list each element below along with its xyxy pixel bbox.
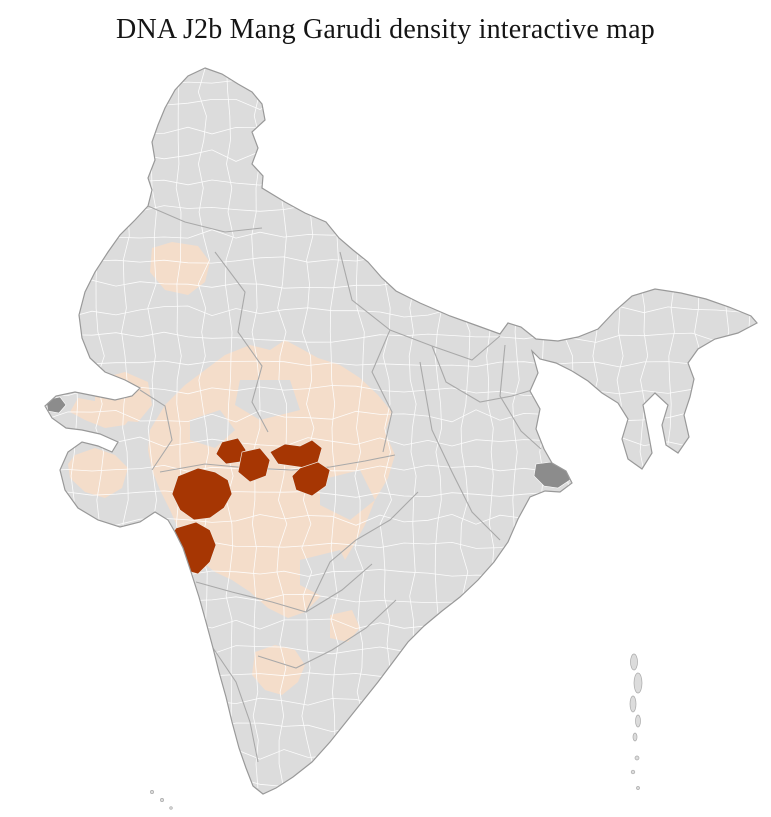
district-border-line — [561, 68, 575, 789]
state-border-line — [257, 599, 397, 669]
district-border-line — [45, 722, 757, 733]
state-border-line — [339, 251, 501, 361]
island[interactable] — [630, 769, 636, 775]
high-density-districts[interactable] — [167, 437, 331, 575]
island[interactable] — [632, 732, 638, 742]
state-border-line — [214, 251, 269, 433]
district-border-line — [692, 68, 704, 789]
district-region[interactable] — [330, 610, 360, 642]
state-border-line — [431, 345, 533, 403]
state-border-line — [371, 329, 393, 453]
district-border-line — [744, 68, 756, 789]
district-border-line — [45, 125, 757, 135]
district-border-line — [590, 68, 598, 789]
page-title: DNA J2b Mang Garudi density interactive … — [116, 14, 655, 45]
state-borders — [139, 205, 542, 763]
district-border-line — [718, 68, 730, 789]
district-region[interactable] — [237, 447, 271, 483]
district-border-line — [45, 697, 757, 707]
district-region[interactable] — [150, 242, 210, 295]
state-border-line — [147, 205, 263, 233]
district-region[interactable] — [320, 470, 375, 520]
island[interactable] — [150, 790, 154, 794]
district-border-line — [45, 203, 757, 213]
state-border-line — [195, 563, 373, 613]
island[interactable] — [633, 672, 643, 694]
state-border-line — [159, 454, 396, 473]
district-border-line — [224, 68, 234, 789]
district-border-line — [537, 68, 547, 789]
district-region[interactable] — [269, 439, 323, 469]
district-border-line — [45, 384, 757, 397]
state-border-line — [139, 389, 173, 471]
district-region[interactable] — [171, 467, 233, 521]
district-region[interactable] — [291, 461, 331, 497]
state-border-line — [419, 361, 501, 541]
india-outline — [44, 67, 758, 795]
state-border-line — [499, 344, 542, 450]
district-border-line — [45, 177, 757, 187]
district-border-line — [45, 774, 757, 787]
island[interactable] — [169, 806, 173, 810]
district-border-line — [45, 749, 757, 760]
district-border-line — [45, 70, 757, 86]
island[interactable] — [634, 755, 640, 761]
island[interactable] — [630, 653, 638, 671]
lakshadweep-islands[interactable] — [150, 790, 173, 810]
district-border-line — [45, 360, 757, 368]
island[interactable] — [629, 695, 637, 713]
island[interactable] — [160, 798, 164, 802]
district-region[interactable] — [190, 410, 235, 448]
district-border-line — [45, 671, 757, 680]
state-border-line — [212, 647, 259, 763]
state-border-line — [305, 491, 419, 613]
district-border-line — [45, 149, 757, 163]
island[interactable] — [636, 786, 640, 790]
island[interactable] — [635, 714, 641, 728]
district-region[interactable] — [252, 645, 305, 695]
district-border-line — [45, 96, 757, 111]
district-region[interactable] — [68, 448, 128, 498]
india-landmass[interactable] — [45, 68, 757, 794]
district-border-line — [20, 802, 771, 810]
andaman-nicobar-islands[interactable] — [629, 653, 643, 790]
district-region[interactable] — [300, 550, 355, 598]
